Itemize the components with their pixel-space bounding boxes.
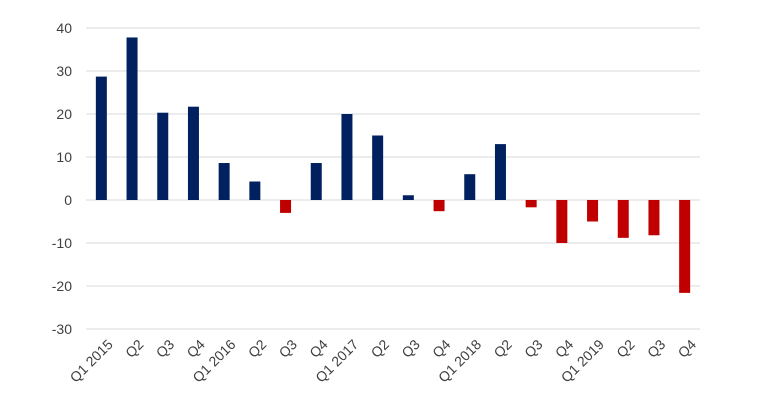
x-tick-label: Q3 [398,336,423,361]
bars [95,37,691,293]
bar-11 [433,200,445,212]
bar-0 [95,76,107,200]
bar-17 [617,200,629,238]
y-tick-label: 30 [56,63,72,79]
x-tick-label: Q4 [552,336,577,361]
y-tick-label: -30 [52,321,72,337]
bar-15 [556,200,568,243]
y-tick-label: 0 [64,192,72,208]
x-tick-label: Q4 [306,336,331,361]
x-tick-label: Q3 [644,336,669,361]
x-tick-label: Q2 [613,336,638,361]
y-tick-label: 20 [56,106,72,122]
grid-lines [86,27,700,330]
x-tick-label: Q4 [675,336,700,361]
bar-2 [157,112,169,200]
bar-7 [310,163,322,200]
y-tick-label: -10 [52,235,72,251]
bar-12 [464,174,476,200]
x-tick-label: Q1 2015 [67,336,116,385]
bar-6 [280,200,292,213]
x-tick-label: Q2 [490,336,515,361]
bar-9 [372,135,384,200]
bar-16 [587,200,599,222]
bar-19 [679,200,691,293]
y-tick-label: 40 [56,20,72,36]
bar-10 [402,195,414,200]
x-tick-label: Q3 [153,336,178,361]
x-tick-label: Q3 [521,336,546,361]
x-tick-label: Q2 [245,336,270,361]
y-axis-tick-labels: -30 -20 -10 0 10 20 30 40 [52,20,72,337]
x-tick-label: Q2 [368,336,393,361]
bar-14 [525,200,537,208]
x-tick-label: Q4 [183,336,208,361]
bar-8 [341,114,353,200]
bar-13 [494,144,506,200]
x-tick-label: Q3 [276,336,301,361]
x-tick-label: Q4 [429,336,454,361]
bar-18 [648,200,660,236]
bar-3 [187,106,199,200]
x-tick-label: Q2 [122,336,147,361]
y-tick-label: -20 [52,278,72,294]
bar-5 [249,181,261,200]
bar-4 [218,163,230,200]
y-tick-label: 10 [56,149,72,165]
bar-1 [126,37,138,201]
